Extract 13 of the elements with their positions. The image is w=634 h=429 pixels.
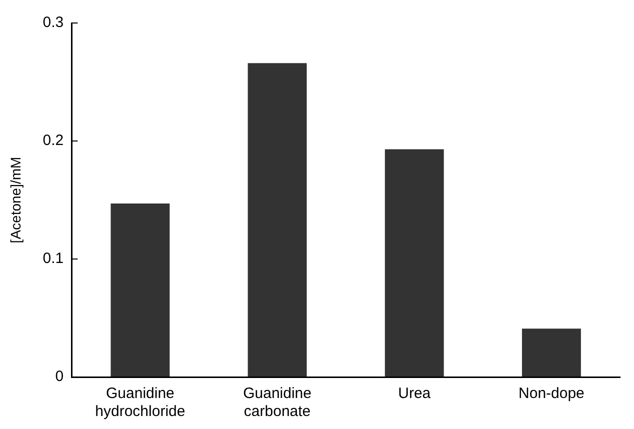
- bar: [384, 149, 444, 376]
- y-tick-label: 0: [55, 368, 64, 386]
- x-tick-label: Non-dope: [518, 385, 584, 402]
- x-tick-label: Guanidine hydrochloride: [95, 385, 186, 420]
- bar: [522, 328, 581, 376]
- y-tick-label: 0.2: [42, 132, 64, 150]
- y-axis-title: [Acetone]/mM: [7, 156, 24, 244]
- x-tick-label: Urea: [398, 385, 432, 402]
- y-tick-label: 0.3: [42, 14, 64, 32]
- x-tick-label: Guanidine carbonate: [243, 385, 312, 420]
- bar: [248, 63, 307, 376]
- bar: [110, 204, 170, 376]
- y-tick-label: 0.1: [42, 250, 64, 268]
